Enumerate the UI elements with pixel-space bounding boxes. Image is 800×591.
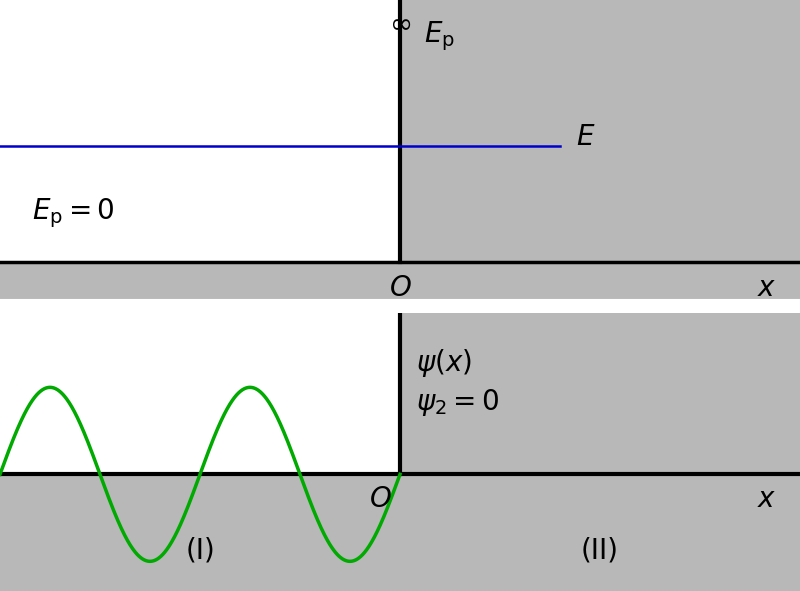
Text: $x$: $x$ — [757, 274, 776, 302]
Bar — [400, 0, 800, 262]
Text: $\infty$: $\infty$ — [389, 9, 411, 37]
Bar — [0, 0, 400, 262]
Bar — [0, 313, 400, 475]
Text: $O$: $O$ — [370, 485, 392, 514]
Text: $\psi(x)$: $\psi(x)$ — [416, 348, 472, 379]
Text: $x$: $x$ — [757, 485, 776, 514]
Bar — [0, 475, 800, 591]
Text: (I): (I) — [185, 536, 215, 564]
Bar — [400, 313, 800, 475]
Text: $E$: $E$ — [576, 123, 595, 151]
Text: $\psi_2 = 0$: $\psi_2 = 0$ — [416, 387, 499, 418]
Text: $E_\mathrm{p} = 0$: $E_\mathrm{p} = 0$ — [32, 196, 114, 230]
Bar — [0, 262, 800, 304]
Text: $O$: $O$ — [389, 274, 411, 302]
Text: (II): (II) — [581, 536, 619, 564]
Text: $E_\mathrm{p}$: $E_\mathrm{p}$ — [424, 20, 455, 53]
